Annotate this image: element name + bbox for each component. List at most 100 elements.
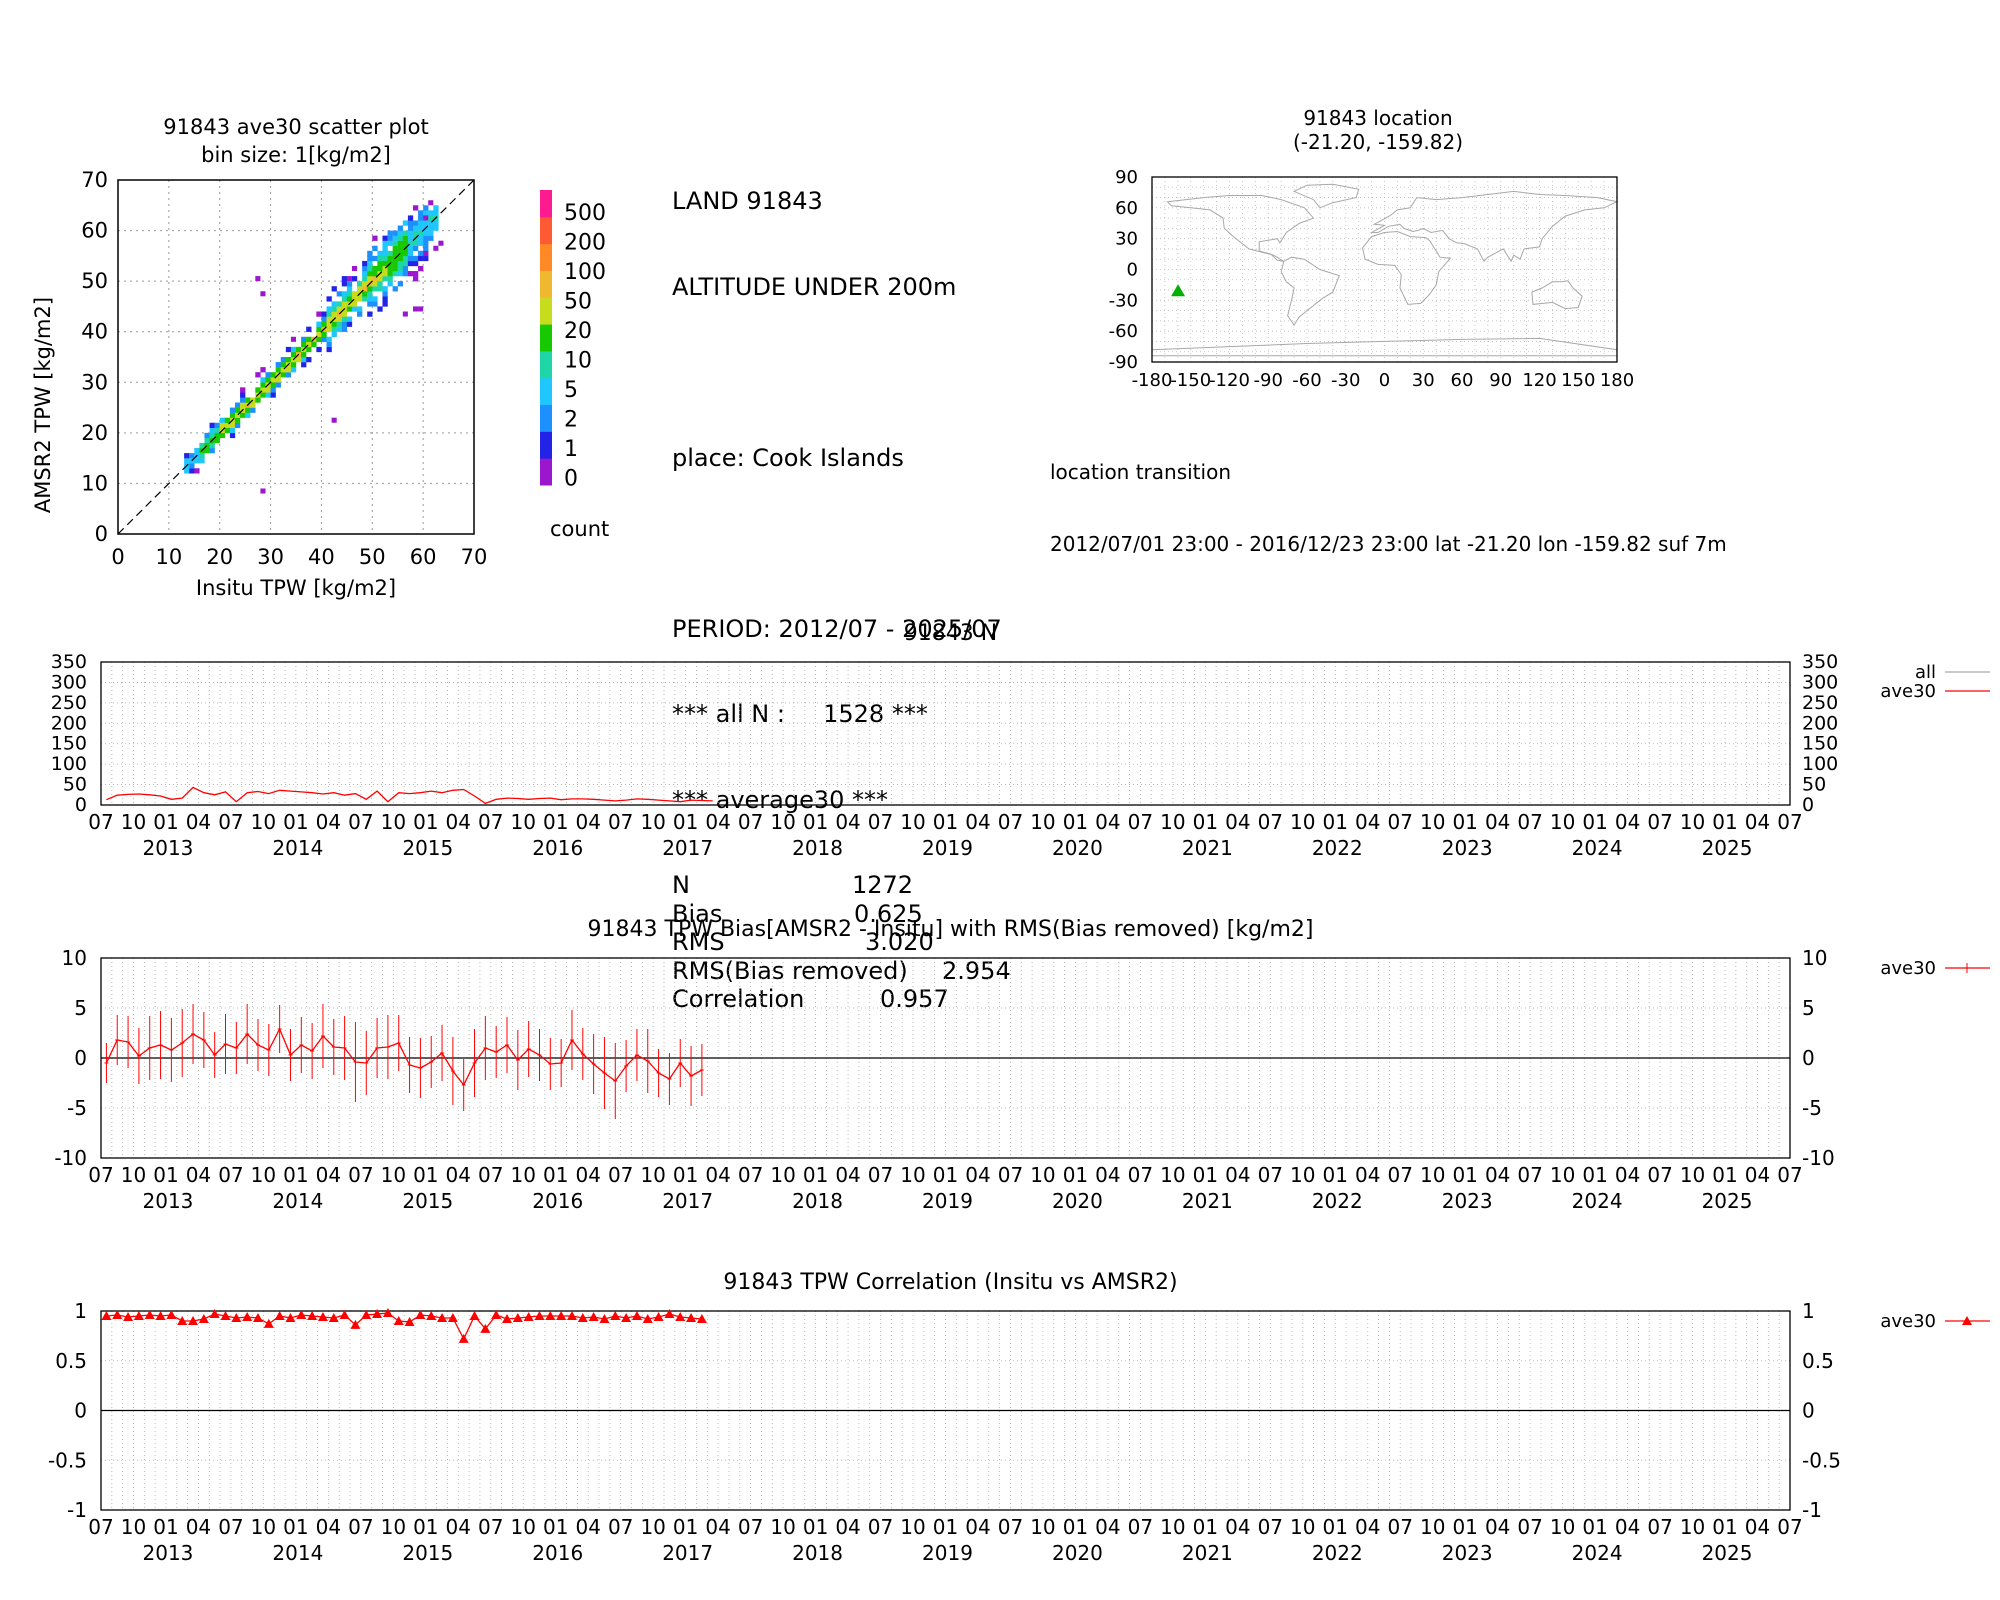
scatter-bin — [377, 306, 383, 312]
ts-point — [566, 1310, 577, 1320]
scatter-bin — [382, 240, 388, 246]
ts-x-month-tick: 04 — [1615, 1163, 1640, 1187]
ts-x-month-tick: 04 — [965, 1515, 990, 1539]
ts-series-line — [105, 1027, 703, 1087]
ts-x-month-tick: 07 — [608, 1163, 633, 1187]
ts-x-month-tick: 07 — [868, 810, 893, 834]
scatter-bin — [397, 245, 403, 251]
scatter-bin — [397, 240, 403, 246]
ts-point — [328, 1312, 339, 1322]
scatter-bin — [407, 240, 414, 246]
scatter-bin — [412, 306, 419, 312]
ts-x-year-tick: 2023 — [1442, 836, 1493, 860]
ts-x-year-tick: 2013 — [143, 1189, 194, 1213]
scatter-bin — [229, 422, 236, 428]
scatter-bin — [433, 220, 439, 226]
ts-point — [177, 1315, 188, 1325]
ts-x-month-tick: 04 — [575, 1515, 600, 1539]
scatter-bin — [382, 235, 388, 241]
scatter-bin — [423, 205, 429, 211]
scatter-bin — [412, 240, 419, 246]
scatter-bin — [336, 316, 342, 322]
ts-point — [285, 1312, 296, 1322]
scatter-bin — [321, 311, 327, 317]
scatter-y-tick: 70 — [81, 168, 108, 192]
ts-x-month-tick: 04 — [1615, 810, 1640, 834]
ts-x-month-tick: 04 — [1485, 1163, 1510, 1187]
ts-point — [577, 1312, 588, 1322]
info-stat-row: N 1272 — [672, 871, 1002, 900]
scatter-bin — [224, 422, 231, 428]
scatter-bin — [362, 291, 368, 297]
scatter-bin — [392, 271, 398, 277]
ts-point — [588, 1311, 599, 1321]
scatter-bin — [265, 377, 271, 383]
scatter-bin — [351, 306, 358, 312]
scatter-bin — [382, 245, 388, 251]
scatter-bin — [326, 346, 332, 353]
scatter-bin — [341, 326, 348, 332]
ts-y-tick-right: 100 — [1802, 753, 1838, 775]
scatter-bin — [372, 245, 378, 251]
ts-frame — [100, 661, 1791, 806]
scatter-bin — [260, 392, 266, 398]
ts-x-month-tick: 07 — [1388, 1515, 1413, 1539]
ts-x-month-tick: 04 — [1225, 1163, 1250, 1187]
scatter-bin — [199, 453, 205, 459]
scatter-bin — [280, 367, 287, 373]
scatter-bin — [392, 250, 398, 257]
scatter-bin — [260, 387, 266, 393]
ts-x-month-tick: 07 — [1647, 1515, 1672, 1539]
ts-series-line — [106, 786, 713, 805]
scatter-x-tick: 50 — [359, 545, 386, 569]
ts-x-month-tick: 10 — [1160, 1515, 1185, 1539]
scatter-bin — [290, 346, 297, 353]
scatter-bin — [209, 427, 215, 434]
scatter-bin — [234, 402, 241, 408]
scatter-bin — [224, 417, 231, 423]
scatter-bin — [285, 357, 292, 363]
ts-x-year-tick: 2014 — [272, 836, 323, 860]
ts-x-month-tick: 10 — [381, 1515, 406, 1539]
scatter-bin — [412, 220, 419, 226]
ts-point — [404, 1316, 415, 1326]
ts-x-year-tick: 2020 — [1052, 1541, 1103, 1565]
scatter-bin — [407, 271, 414, 277]
scatter-bin — [331, 306, 337, 312]
ts-x-year-tick: 2024 — [1572, 836, 1623, 860]
scatter-bin — [412, 255, 419, 262]
info-land: LAND 91843 — [672, 187, 823, 215]
ts-x-year-tick: 2023 — [1442, 1541, 1493, 1565]
scatter-bin — [189, 458, 195, 464]
scatter-bin — [418, 306, 424, 312]
scatter-bin — [265, 372, 271, 378]
ts-x-month-tick: 01 — [1452, 810, 1477, 834]
ts-point — [101, 1310, 112, 1320]
ts-title: 91843 TPW Bias[AMSR2 - Insitu] with RMS(… — [588, 917, 1314, 942]
scatter-bin — [407, 225, 414, 231]
scatter-bin — [387, 276, 393, 282]
scatter-bin — [321, 331, 327, 337]
ts-x-month-tick: 10 — [640, 1515, 665, 1539]
scatter-bin — [285, 346, 292, 353]
scatter-y-tick: 30 — [81, 370, 108, 394]
scatter-bin — [270, 382, 276, 388]
ts-y-tick-left: 0 — [74, 1399, 87, 1423]
ts-x-month-tick: 10 — [1160, 810, 1185, 834]
scatter-bin — [397, 235, 403, 241]
scatter-bin — [331, 326, 337, 332]
ts-x-month-tick: 04 — [1225, 810, 1250, 834]
ts-x-month-tick: 10 — [1290, 1163, 1315, 1187]
info-stat-value: 1272 — [852, 871, 914, 899]
map-lon-tick: 30 — [1412, 370, 1435, 391]
info-avg-header: *** average30 *** — [672, 785, 889, 814]
map-lon-tick: 90 — [1489, 370, 1512, 391]
scatter-bin — [245, 407, 251, 413]
scatter-bin — [372, 265, 378, 272]
ts-panel-3: 91843 TPW Correlation (Insitu vs AMSR2) -… — [48, 1270, 1990, 1565]
ts-x-month-tick: 01 — [933, 810, 958, 834]
scatter-bin — [326, 296, 332, 302]
info-stat-value: 3.020 — [865, 928, 934, 956]
map-lon-tick: -150 — [1170, 370, 1211, 391]
